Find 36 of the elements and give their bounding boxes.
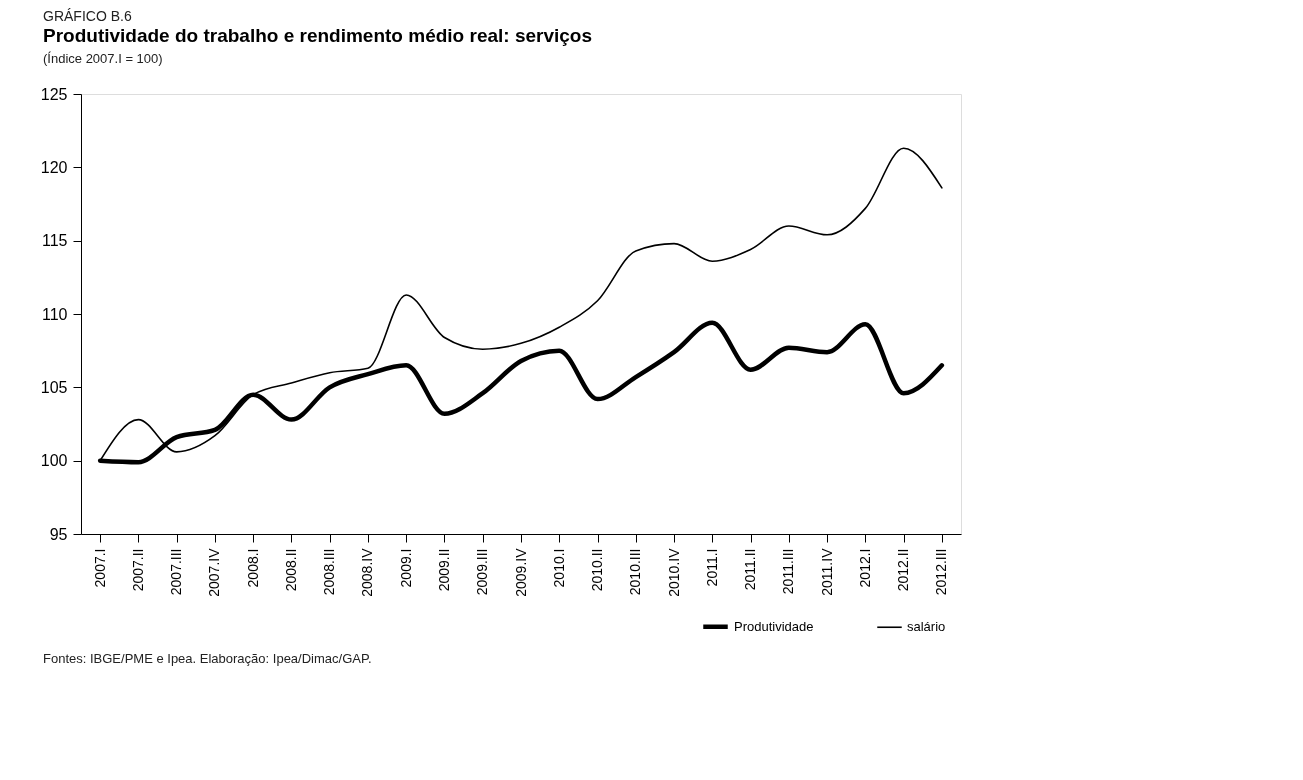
x-tick-label: 2007.I: [91, 548, 108, 588]
y-tick-label: 105: [40, 378, 68, 396]
y-tick-label: 95: [49, 525, 68, 543]
x-tick-label: 2010.II: [589, 548, 606, 592]
x-tick-label: 2008.II: [282, 548, 299, 592]
chart-title: Produtividade do trabalho e rendimento médio real: serviços: [43, 25, 593, 46]
x-tick-label: 2009.III: [474, 548, 491, 596]
x-tick-label: 2008.IV: [359, 547, 376, 597]
x-tick-label: 2009.II: [435, 548, 452, 592]
x-tick-label: 2011.III: [780, 548, 797, 595]
y-tick-label: 115: [41, 232, 68, 250]
x-tick-label: 2012.III: [933, 548, 950, 596]
legend-label: salário: [907, 619, 946, 635]
text: Fontes: IBGE/PME e Ipea. Elaboração: Ipea/Dimac/GAP.: [43, 651, 372, 666]
x-tick-label: 2009.IV: [512, 547, 529, 597]
x-tick-label: 2011.I: [703, 548, 720, 587]
x-tick-label: 2009.I: [397, 548, 414, 588]
x-tick-label: 2007.II: [129, 548, 146, 592]
x-tick-label: 2010.IV: [665, 547, 682, 597]
x-tick-label: 2010.I: [550, 548, 567, 588]
x-tick-label: 2008.I: [244, 548, 261, 588]
x-tick-label: 2007.IV: [206, 547, 223, 597]
text: GRÁFICO B.6: [43, 8, 132, 24]
x-tick-label: 2011.IV: [818, 547, 835, 596]
chart-subtitle: (Índice 2007.I = 100): [43, 51, 163, 66]
y-tick-label: 125: [40, 85, 68, 103]
x-tick-label: 2008.III: [321, 548, 338, 596]
y-tick-label: 100: [40, 452, 68, 470]
x-tick-label: 2012.II: [895, 548, 912, 592]
x-tick-label: 2012.I: [856, 548, 873, 588]
y-tick-label: 120: [40, 158, 68, 176]
x-tick-label: 2010.III: [627, 548, 644, 596]
legend-label: Produtividade: [734, 618, 814, 634]
y-tick-label: 110: [41, 305, 68, 323]
x-tick-label: 2011.II: [742, 548, 759, 591]
x-tick-label: 2007.III: [168, 548, 185, 596]
